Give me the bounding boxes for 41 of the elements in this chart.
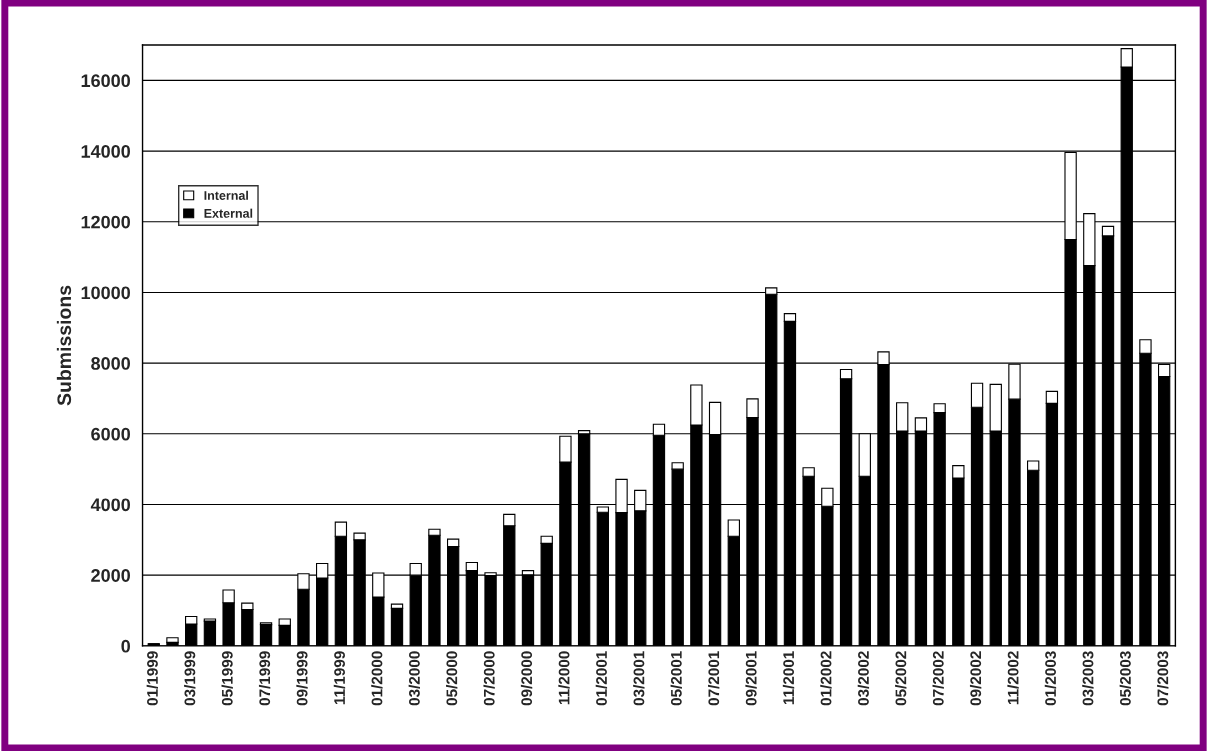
x-tick-label: 09/2002 (969, 651, 982, 706)
x-tick-label: 07/1999 (258, 651, 271, 706)
x-tick-label: 11/2001 (782, 651, 795, 705)
x-tick-label: 09/2001 (745, 651, 757, 706)
y-tick-label: 12000 (81, 215, 130, 229)
bar (166, 637, 179, 643)
x-tick-label: 05/2003 (1119, 651, 1131, 706)
x-tick-label: 09/2000 (520, 651, 533, 706)
x-tick-label: 01/2002 (820, 651, 832, 706)
x-tick-label: 11/1999 (333, 651, 346, 705)
y-tick-label: 14000 (81, 145, 130, 158)
x-tick-label: 07/2001 (707, 651, 720, 706)
x-tick-label: 11/2000 (558, 651, 570, 705)
y-axis-title: Submissions (56, 285, 72, 406)
x-tick-label: 07/2003 (1157, 651, 1169, 706)
x-tick-label: 03/1999 (184, 651, 196, 706)
y-tick-label: 0 (121, 639, 130, 653)
x-tick-label: 05/1999 (221, 651, 233, 706)
y-tick-label: 8000 (91, 357, 130, 370)
x-tick-label: 03/2001 (633, 651, 645, 706)
x-tick-label: 09/1999 (296, 651, 308, 706)
x-tick-label: 03/2003 (1082, 651, 1094, 706)
y-tick-label: 2000 (91, 569, 130, 582)
x-tick-label: 07/2000 (483, 651, 495, 706)
x-tick-label: 07/2002 (932, 651, 944, 706)
x-tick-label: 01/2000 (371, 651, 383, 706)
x-tick-label: 01/2003 (1044, 651, 1057, 706)
x-tick-label: 11/2002 (1007, 651, 1019, 705)
y-tick-label: 6000 (91, 427, 130, 441)
x-tick-label: 05/2002 (895, 651, 907, 706)
legend-label: External (204, 208, 253, 218)
x-tick-label: 01/1999 (146, 651, 159, 706)
x-tick-label: 03/2002 (857, 651, 870, 706)
y-tick-label: 10000 (81, 286, 130, 300)
y-tick-label: 4000 (90, 498, 130, 512)
y-tick-label: 16000 (81, 74, 130, 88)
x-tick-label: 05/2001 (670, 651, 682, 706)
x-tick-label: 05/2000 (446, 651, 458, 706)
x-tick-label: 03/2000 (408, 651, 420, 706)
x-tick-label: 01/2001 (595, 651, 608, 706)
legend-label: Internal (204, 190, 248, 200)
